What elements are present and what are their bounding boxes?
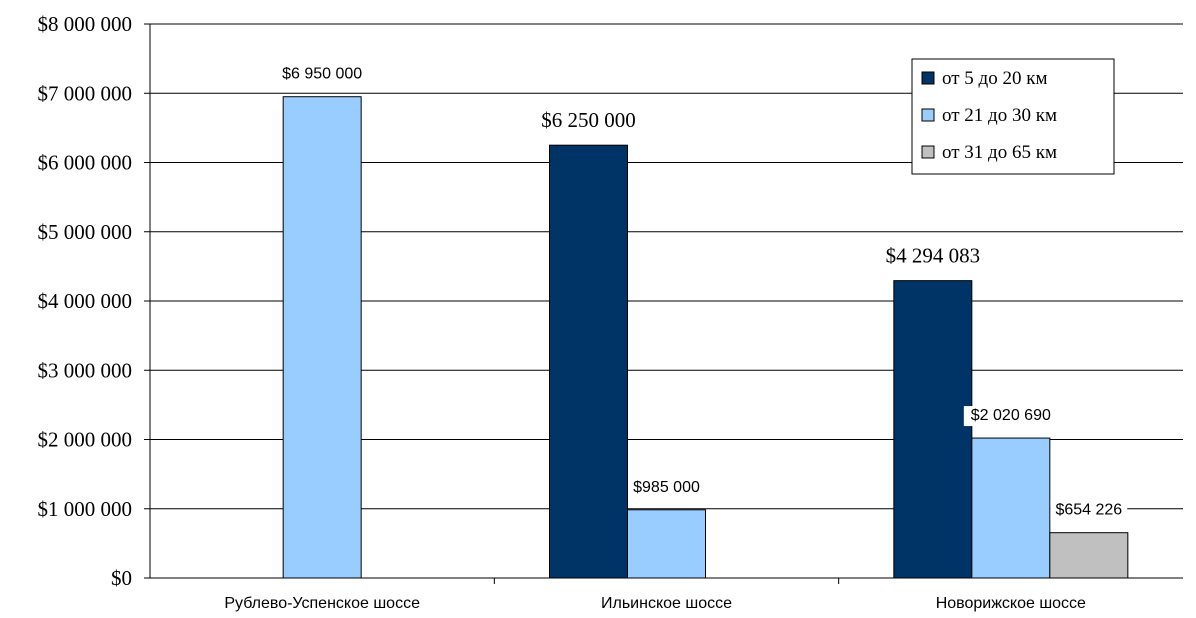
data-label-background [275, 64, 370, 85]
legend-label: от 31 до 65 км [942, 142, 1057, 163]
data-label: $985 000 [633, 479, 700, 496]
bars [282, 96, 1129, 579]
legend-label: от 5 до 20 км [942, 68, 1047, 89]
legend-box [911, 58, 1115, 175]
bar [971, 437, 1051, 579]
data-label: $6 250 000 [541, 108, 636, 132]
data-label: $2 020 690 [971, 407, 1051, 424]
y-tick-label: $7 000 000 [38, 81, 133, 105]
category-label: Новорижское шоссе [936, 595, 1086, 612]
axes: $0 $1 000 000 $2 000 000 $3 000 000 $4 000 0… [38, 12, 1183, 612]
data-label-background [963, 406, 1058, 427]
legend-swatch [921, 145, 935, 159]
category-label: Рублево-Успенское шоссе [224, 595, 420, 612]
legend-swatch [921, 71, 935, 85]
category-label: Ильинское шоссе [601, 595, 732, 612]
bar [549, 144, 628, 579]
bar [627, 509, 706, 579]
legend-swatch [921, 108, 935, 122]
y-tick-label: $3 000 000 [38, 358, 133, 382]
y-tick-label: $6 000 000 [38, 151, 133, 175]
data-label-background [1050, 500, 1128, 521]
bar [1049, 532, 1129, 579]
data-label: $4 294 083 [886, 244, 981, 268]
legend-label: от 21 до 30 км [942, 105, 1057, 126]
data-labels: $6 250 000 $4 294 083 $6 950 000 $985 000 $2… [275, 64, 1128, 521]
y-tick-label: $0 [111, 566, 132, 590]
legend: от 5 до 20 км от 21 до 30 км от 31 до 65 к… [911, 58, 1115, 175]
bar [893, 280, 973, 579]
bar [282, 96, 362, 579]
y-tick-label: $1 000 000 [38, 497, 133, 521]
data-label: $6 950 000 [282, 66, 362, 83]
y-tick-label: $2 000 000 [38, 428, 133, 452]
y-tick-label: $8 000 000 [38, 12, 133, 36]
data-label-background [877, 243, 988, 269]
data-label-background [628, 477, 705, 498]
y-tick-label: $4 000 000 [38, 289, 133, 313]
y-tick-label: $5 000 000 [38, 220, 133, 244]
data-label: $654 226 [1055, 502, 1122, 519]
data-label-background [533, 108, 644, 134]
